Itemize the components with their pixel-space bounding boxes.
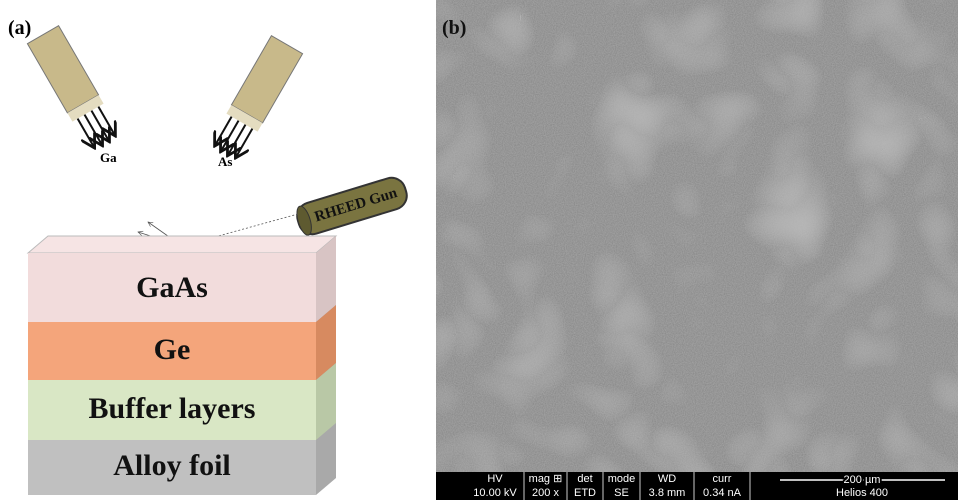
info-value: ETD xyxy=(574,487,596,499)
panel-label: (a) xyxy=(8,17,31,39)
info-value: 3.8 mm xyxy=(649,487,686,499)
as-cell xyxy=(209,36,302,161)
info-header: curr xyxy=(713,473,732,485)
instrument: Helios 400 xyxy=(836,487,888,499)
info-header: WD xyxy=(658,473,676,485)
info-header: mode xyxy=(608,473,636,485)
figure: (a) Ga As RHEED Gun xyxy=(0,0,958,500)
info-value: SE xyxy=(614,487,629,499)
layer-stack: GaAs Ge Buffer layers Alloy foil xyxy=(28,236,336,495)
scale-label: 200 µm xyxy=(844,474,881,486)
info-header: mag ⊞ xyxy=(529,473,563,485)
source-label: As xyxy=(218,154,232,169)
info-value: 10.00 kV xyxy=(473,487,517,499)
source-label: Ga xyxy=(100,150,117,165)
layer-label: Ge xyxy=(154,333,191,366)
sem-image xyxy=(436,0,958,472)
layer-label: GaAs xyxy=(136,271,208,304)
info-value: 0.34 nA xyxy=(703,487,742,499)
info-header: HV xyxy=(487,473,503,485)
info-value: 200 x xyxy=(532,487,559,499)
info-header: det xyxy=(577,473,592,485)
ga-cell xyxy=(27,26,120,151)
layer-label: Alloy foil xyxy=(113,449,231,482)
panel-label: (b) xyxy=(442,17,466,39)
layer-label: Buffer layers xyxy=(89,392,256,425)
rheed-gun: RHEED Gun xyxy=(294,174,410,237)
